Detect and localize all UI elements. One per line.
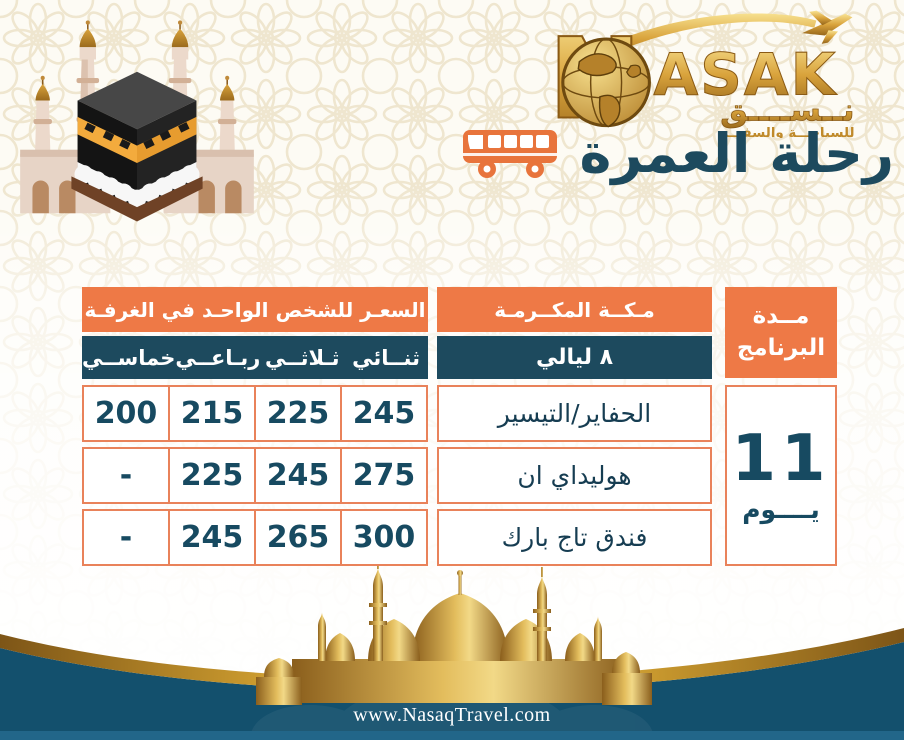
title-row: رحلة العمرة (461, 122, 895, 185)
hotel-name: هوليداي ان (437, 447, 712, 504)
duration-header: مــدة البرنامج (725, 287, 837, 378)
brand-name-arabic: نــســــق (720, 92, 854, 128)
duration-value-box: 11 يــــوم (725, 385, 837, 566)
brand-name: ASAK (654, 41, 838, 109)
bottom-decoration (0, 559, 904, 740)
kaaba-cube (71, 71, 203, 222)
price-quint: - (119, 458, 133, 493)
occupancy-double: ثنــائي (352, 345, 421, 370)
hotel-name: الحفاير/التيسير (437, 385, 712, 442)
table-row-prices: 200 215 225 245 (82, 385, 428, 442)
bus-icon (463, 129, 558, 178)
occupancy-triple: ثـلاثــي (265, 345, 340, 370)
nights-header: ٨ ليالي (437, 336, 712, 379)
duration-days: 11 (731, 422, 831, 496)
price-quint: 200 (94, 396, 158, 431)
gold-swoosh (0, 628, 904, 692)
duration-column: مــدة البرنامج 11 يــــوم (725, 287, 837, 566)
mosque-silhouette (256, 559, 652, 705)
price-double: 300 (340, 511, 426, 564)
duration-header-line1: مــدة (752, 303, 810, 330)
duration-unit: يــــوم (742, 495, 820, 524)
brand-tagline: للسياحـــة والسفـــر (719, 126, 854, 138)
pricing-table: السعـر للشخص الواحـد في الغرفـة مـكــة ا… (82, 287, 712, 568)
globe-icon (561, 37, 651, 128)
price-quad: 245 (168, 511, 254, 564)
occupancy-quint: خماســي (82, 345, 176, 370)
price-header: السعـر للشخص الواحـد في الغرفـة (82, 287, 428, 332)
swoosh (579, 13, 817, 64)
duration-header-line2: البرنامج (736, 334, 826, 361)
price-triple: 225 (254, 387, 340, 440)
price-double: 275 (340, 449, 426, 502)
kaaba-illustration (20, 20, 254, 222)
brand-logo: N ASAK نــســــق للسياحـــة والسفـــر (548, 10, 855, 138)
occupancy-header-row: خماســي ربـاعــي ثـلاثــي ثنــائي (82, 336, 428, 379)
footer-bottom-strip (0, 731, 904, 740)
price-quad: 215 (168, 387, 254, 440)
footer-wave (0, 642, 904, 740)
website-link[interactable]: www.NasaqTravel.com (353, 704, 551, 726)
price-double: 245 (340, 387, 426, 440)
table-row-prices: - 225 245 275 (82, 447, 428, 504)
price-quad: 225 (168, 449, 254, 502)
price-triple: 265 (254, 511, 340, 564)
page-title: رحلة العمرة (579, 122, 895, 185)
city-header: مـكــة المكــرمـة (437, 287, 712, 332)
hotel-name: فندق تاج بارك (437, 509, 712, 566)
price-quint: - (119, 520, 133, 555)
table-row-prices: - 245 265 300 (82, 509, 428, 566)
occupancy-quad: ربـاعــي (175, 345, 261, 370)
price-triple: 245 (254, 449, 340, 502)
airplane-icon (802, 10, 853, 44)
